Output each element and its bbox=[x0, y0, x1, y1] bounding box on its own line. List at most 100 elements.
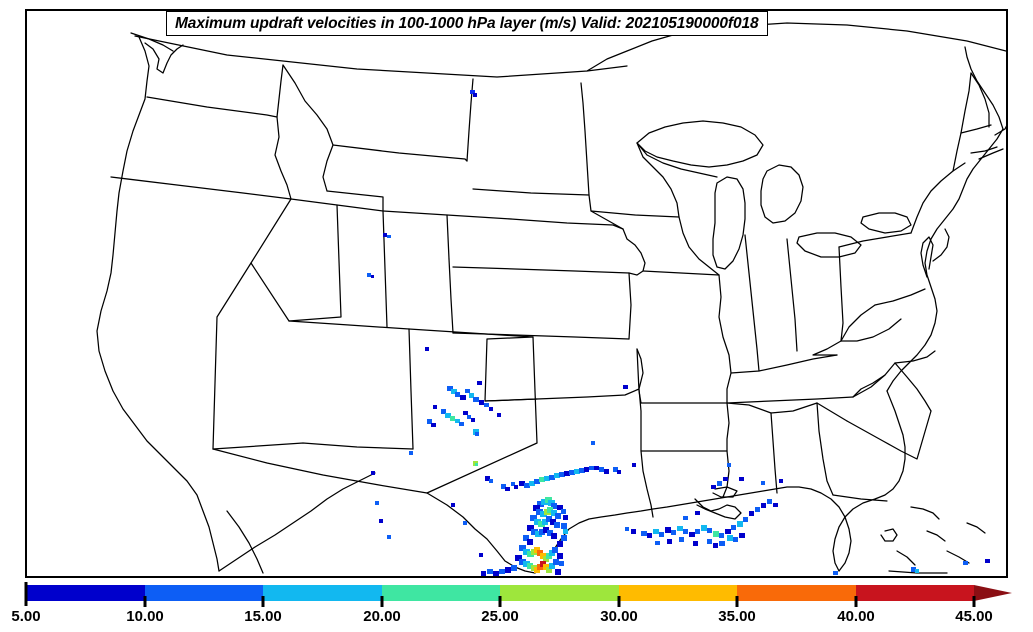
border-wv-va bbox=[840, 318, 902, 342]
lake-superior bbox=[636, 120, 764, 168]
border-mexico-texas bbox=[426, 492, 536, 574]
border-nv-az bbox=[250, 262, 290, 322]
cape-cod bbox=[994, 125, 1006, 136]
border-ca-nv bbox=[212, 198, 292, 450]
border-ne-states-2 bbox=[960, 72, 972, 134]
gulf-of-california bbox=[226, 510, 264, 574]
border-mn-wi bbox=[636, 142, 680, 218]
border-or-id bbox=[274, 116, 292, 200]
map-title-box: Maximum updraft velocities in 100-1000 h… bbox=[166, 11, 768, 36]
colorbar: 5.00 10.00 15.00 20.00 25.00 30.00 35.00… bbox=[0, 578, 1033, 632]
lake-erie bbox=[796, 232, 862, 258]
border-ar-ms bbox=[726, 402, 730, 452]
border-sc-ga bbox=[846, 410, 932, 460]
coastline-gulf bbox=[534, 486, 852, 574]
border-ks-ok bbox=[452, 332, 630, 340]
chesapeake-bay bbox=[920, 236, 934, 278]
long-island bbox=[978, 148, 1004, 160]
border-ut-az bbox=[288, 320, 410, 330]
colorbar-ticks bbox=[24, 582, 976, 607]
data-cells-bahamas bbox=[833, 559, 990, 575]
border-nm-az bbox=[408, 328, 414, 450]
border-ks-mo bbox=[628, 272, 632, 340]
updraft-velocity-data bbox=[367, 90, 990, 576]
colorbar-tick-label: 25.00 bbox=[481, 608, 519, 625]
lake-pontchartrain bbox=[712, 486, 738, 498]
border-ne-ks bbox=[452, 266, 630, 274]
data-cells-misc bbox=[371, 347, 628, 557]
data-cells-rio-grande-valley bbox=[481, 545, 564, 576]
border-ne-states-1 bbox=[960, 124, 992, 134]
border-wa-or bbox=[146, 96, 278, 118]
colorbar-segment-30-35 bbox=[619, 585, 737, 601]
colorbar-tick-labels: 5.00 10.00 15.00 20.00 25.00 30.00 35.00… bbox=[0, 608, 1033, 632]
border-wv-pa bbox=[840, 304, 876, 342]
border-nd-mn bbox=[580, 82, 590, 196]
border-ia-mo bbox=[642, 270, 720, 276]
border-tx-la bbox=[638, 388, 654, 518]
island-bahamas-1 bbox=[910, 506, 940, 520]
border-pa-ny bbox=[838, 232, 912, 248]
lake-huron bbox=[760, 164, 804, 224]
colorbar-segment-40-45 bbox=[856, 585, 974, 601]
border-mn-ia bbox=[590, 210, 680, 218]
colorbar-segment-5-10 bbox=[26, 585, 145, 601]
data-cells-texas-coast-main bbox=[523, 497, 568, 547]
delmarva bbox=[932, 228, 950, 262]
colorbar-tick-label: 35.00 bbox=[718, 608, 756, 625]
border-sd-ne bbox=[510, 218, 624, 230]
border-az-nm-south bbox=[212, 442, 414, 450]
border-tn-va bbox=[852, 374, 886, 398]
border-oh-pa bbox=[838, 246, 844, 342]
border-mo-il bbox=[718, 274, 732, 404]
lake-ontario bbox=[860, 212, 912, 234]
michigan-upper-peninsula bbox=[636, 142, 718, 178]
coastline-pacific bbox=[96, 36, 220, 572]
border-il-in bbox=[744, 234, 760, 372]
colorbar-tick-label: 45.00 bbox=[955, 608, 993, 625]
border-pa-md bbox=[874, 288, 926, 306]
data-cells-montana bbox=[470, 90, 477, 97]
island-bahamas-5 bbox=[896, 550, 916, 566]
border-ny-vt bbox=[952, 132, 962, 172]
border-ms-tn bbox=[726, 402, 772, 414]
border-id-wy bbox=[326, 190, 384, 212]
data-cells-central-texas-line bbox=[485, 463, 636, 491]
map-geography bbox=[96, 22, 1006, 574]
coastline-puget-sound bbox=[144, 42, 184, 74]
colorbar-tick-label: 15.00 bbox=[244, 608, 282, 625]
border-al-tn bbox=[770, 402, 818, 414]
lake-okeechobee bbox=[880, 528, 898, 542]
map-panel bbox=[25, 9, 1008, 578]
border-mexico-west bbox=[218, 472, 376, 572]
colorbar-segments bbox=[26, 585, 1012, 601]
border-ia-il bbox=[678, 216, 720, 276]
border-nh-me bbox=[970, 72, 990, 128]
border-in-oh bbox=[786, 238, 798, 352]
border-ma-ct bbox=[970, 146, 998, 154]
border-mexico-az-nm bbox=[212, 448, 428, 494]
colorbar-segment-15-20 bbox=[263, 585, 382, 601]
island-bahamas-2 bbox=[926, 530, 946, 542]
border-nm-tx bbox=[426, 336, 538, 494]
page-title: Maximum updraft velocities in 100-1000 h… bbox=[175, 14, 759, 32]
colorbar-segment-10-15 bbox=[145, 585, 263, 601]
colorbar-swatches bbox=[24, 582, 1012, 607]
border-wa-id bbox=[276, 64, 284, 118]
border-canada bbox=[134, 35, 628, 78]
colorbar-tick-label: 10.00 bbox=[126, 608, 164, 625]
border-nd-sd bbox=[472, 188, 590, 196]
border-nv-ut bbox=[288, 204, 342, 322]
border-ok-tx bbox=[484, 348, 644, 402]
border-northeast bbox=[964, 46, 1004, 130]
data-cells-louisiana bbox=[711, 463, 783, 489]
border-oh-wv bbox=[812, 340, 842, 356]
border-co-ks bbox=[448, 258, 454, 334]
coastline-atlantic bbox=[886, 128, 1004, 392]
colorbar-tick-label: 5.00 bbox=[11, 608, 41, 625]
data-cells-texas-panhandle-band bbox=[427, 381, 493, 466]
border-wy-co-east bbox=[446, 214, 450, 260]
border-ky-tn bbox=[726, 396, 854, 404]
coastline-louisiana-delta bbox=[694, 498, 742, 520]
